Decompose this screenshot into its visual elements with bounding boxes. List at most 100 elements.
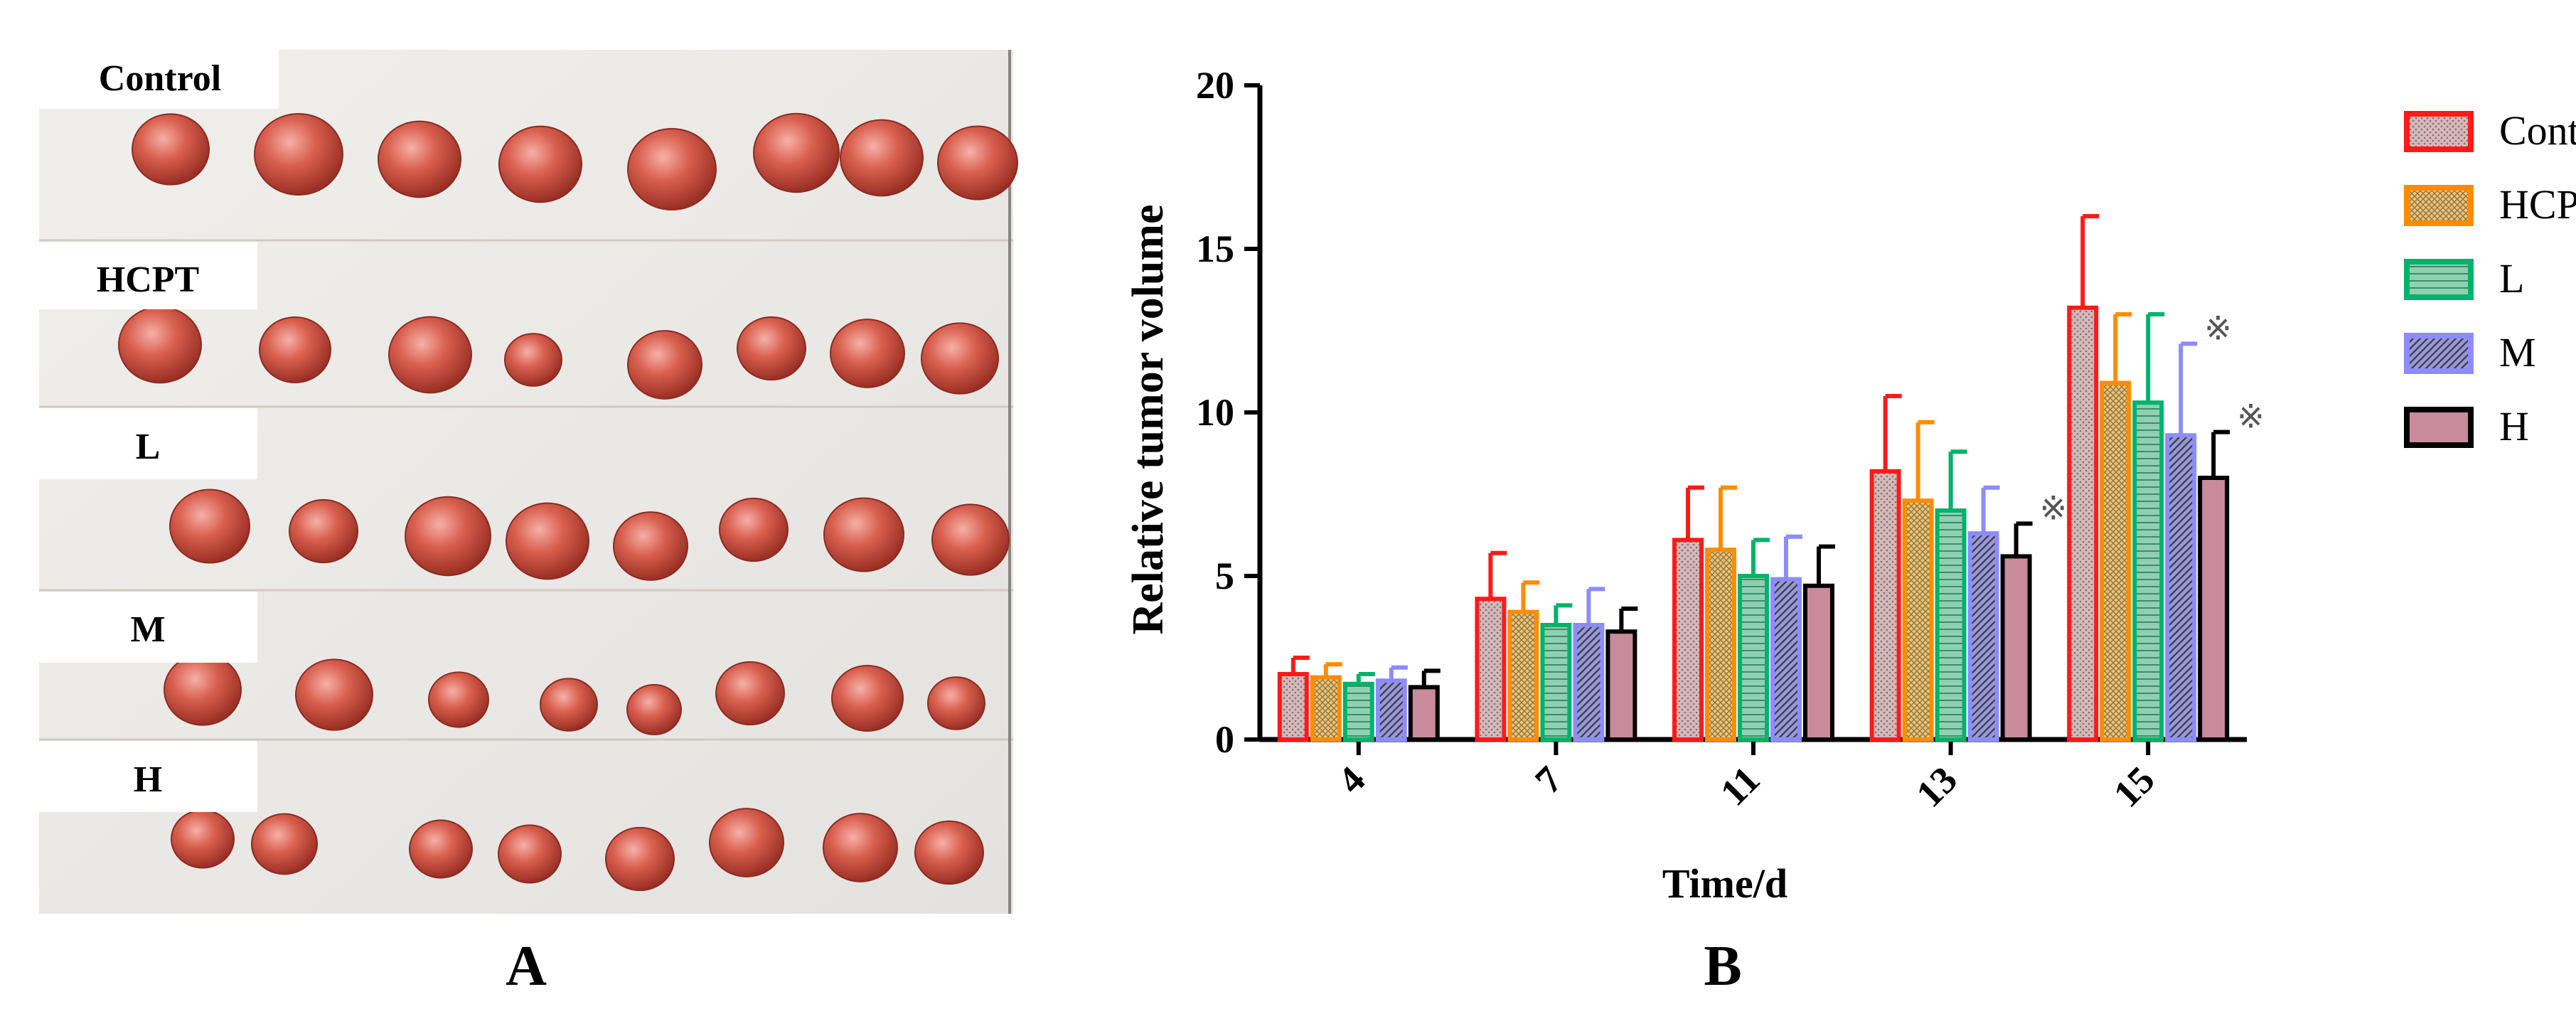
y-tick-label: 0 — [1215, 718, 1234, 761]
tumor-m-1 — [164, 653, 242, 726]
bar-l-day-7 — [1540, 623, 1572, 742]
y-tick-label: 15 — [1196, 228, 1234, 270]
tumor-l-4 — [506, 502, 589, 580]
legend-swatch-l — [2404, 259, 2474, 300]
legend: Control HCPT LMH — [2404, 107, 2576, 449]
tumor-m-7 — [831, 665, 904, 732]
panel-b-label: B — [1704, 935, 1741, 998]
x-tick-label: 4 — [1330, 758, 1374, 802]
tumor-hcpt-4 — [504, 333, 562, 387]
bar-control-day-7 — [1475, 597, 1507, 742]
svg-text:H: H — [134, 759, 162, 800]
significance-marker: ※ — [2237, 397, 2265, 436]
tumor-l-1 — [169, 489, 250, 564]
group-label-l: L — [39, 408, 257, 479]
tumor-h-4 — [498, 824, 562, 884]
bar-l-day-11 — [1738, 574, 1769, 742]
bar-h-day-4 — [1408, 685, 1440, 742]
x-tick-label: 11 — [1712, 758, 1768, 814]
tumor-l-6 — [719, 497, 789, 562]
legend-label-m: M — [2499, 329, 2536, 375]
legend-label-h: H — [2499, 403, 2529, 449]
legend-label-l: L — [2499, 255, 2524, 301]
bar-hcpt-day-15 — [2100, 380, 2132, 742]
legend-swatch-m — [2404, 333, 2474, 374]
group-label-m: M — [39, 592, 257, 663]
legend-swatch-control — [2404, 111, 2474, 152]
tumor-h-1 — [171, 809, 235, 869]
group-label-control: Control — [39, 50, 279, 109]
tumor-hcpt-3 — [388, 316, 472, 394]
tumor-m-5 — [626, 684, 682, 735]
bar-control-day-11 — [1672, 538, 1704, 742]
bars: ※ ※ ※ — [1277, 214, 2265, 742]
tumor-control-7 — [840, 119, 924, 197]
tumor-control-1 — [132, 113, 210, 186]
significance-marker: ※ — [2040, 489, 2068, 527]
svg-text:HCPT: HCPT — [97, 260, 199, 300]
tumor-l-7 — [823, 497, 904, 572]
bar-hcpt-day-11 — [1705, 548, 1736, 742]
bar-control-day-15 — [2067, 305, 2099, 742]
bar-h-day-13 — [2000, 554, 2032, 742]
bar-hcpt-day-4 — [1310, 675, 1342, 742]
tumor-l-5 — [613, 511, 688, 581]
group-label-h: H — [39, 741, 257, 812]
tumor-control-8 — [937, 125, 1018, 201]
bar-control-day-13 — [1869, 469, 1901, 742]
legend-label-control: Control — [2499, 107, 2576, 154]
bar-hcpt-day-13 — [1902, 498, 1934, 742]
svg-text:M: M — [130, 609, 165, 650]
svg-text:L: L — [136, 427, 161, 467]
tumor-hcpt-7 — [830, 319, 905, 388]
bar-m-day-15 — [2165, 433, 2197, 742]
tumor-hcpt-2 — [259, 316, 331, 383]
legend-swatch-h — [2404, 407, 2474, 448]
x-axis-label: Time/d — [1662, 860, 1787, 907]
tumor-control-3 — [378, 120, 461, 198]
x-tick-label: 13 — [1908, 758, 1965, 816]
tumor-h-2 — [251, 813, 318, 875]
tumor-m-6 — [715, 661, 785, 726]
bar-h-day-15 — [2198, 476, 2230, 742]
x-tick-label: 7 — [1527, 758, 1571, 802]
bar-hcpt-day-7 — [1507, 609, 1539, 742]
bar-l-day-13 — [1935, 508, 1967, 742]
bar-m-day-7 — [1573, 623, 1605, 742]
bar-h-day-7 — [1605, 629, 1637, 742]
tumor-hcpt-1 — [118, 306, 202, 384]
tumor-hcpt-5 — [627, 330, 702, 400]
panel-a-label: A — [506, 935, 547, 998]
y-tick-label: 10 — [1196, 391, 1234, 434]
legend-swatch-hcpt — [2404, 185, 2474, 226]
significance-marker: ※ — [2204, 309, 2232, 347]
tumor-hcpt-6 — [737, 316, 806, 381]
tumor-photo-panel: Control HCPT L M H A — [39, 50, 1018, 998]
tumor-h-6 — [709, 808, 784, 877]
bar-h-day-11 — [1803, 583, 1834, 742]
tumor-control-5 — [627, 127, 717, 211]
bar-l-day-4 — [1342, 681, 1374, 742]
tumor-l-8 — [931, 503, 1010, 576]
tumor-h-7 — [823, 813, 898, 882]
y-axis-label: Relative tumor volume — [1124, 205, 1172, 635]
tumor-l-3 — [405, 496, 491, 577]
tumor-hcpt-8 — [921, 322, 999, 395]
tumor-m-3 — [428, 671, 489, 728]
bar-l-day-15 — [2132, 400, 2164, 742]
tumor-control-6 — [753, 112, 840, 193]
tumor-m-2 — [295, 658, 373, 731]
tumor-h-8 — [914, 820, 984, 885]
legend-label-hcpt: HCPT — [2499, 181, 2576, 228]
bar-m-day-11 — [1770, 577, 1802, 742]
tumor-h-5 — [605, 826, 675, 892]
tumor-l-2 — [289, 498, 358, 564]
tumor-m-8 — [927, 676, 985, 730]
tumor-control-2 — [254, 112, 343, 196]
y-tick-label: 5 — [1215, 555, 1234, 597]
bar-m-day-13 — [1967, 531, 1999, 742]
group-label-hcpt: HCPT — [39, 242, 257, 309]
tumor-m-4 — [540, 678, 598, 732]
tumor-h-3 — [409, 819, 473, 879]
bar-m-day-4 — [1375, 678, 1407, 742]
